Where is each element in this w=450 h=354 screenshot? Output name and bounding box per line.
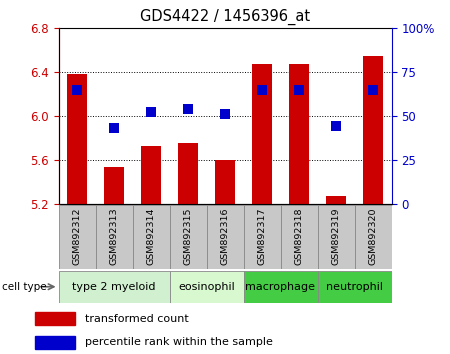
Point: [184, 106, 192, 112]
Bar: [243, 271, 318, 303]
Point: [258, 87, 265, 92]
Text: GSM892314: GSM892314: [147, 207, 156, 265]
Bar: [252, 64, 272, 204]
Bar: [170, 271, 243, 303]
Text: GDS4422 / 1456396_at: GDS4422 / 1456396_at: [140, 9, 310, 25]
Text: GSM892315: GSM892315: [184, 207, 193, 265]
Bar: [178, 143, 198, 204]
Text: GSM892320: GSM892320: [369, 207, 378, 265]
Bar: [35, 312, 75, 325]
Bar: [35, 336, 75, 349]
Bar: [280, 205, 318, 269]
Point: [110, 125, 117, 131]
Point: [148, 110, 155, 115]
Bar: [141, 145, 161, 204]
Bar: [170, 205, 207, 269]
Text: GSM892317: GSM892317: [257, 207, 266, 265]
Bar: [355, 205, 392, 269]
Bar: [215, 160, 235, 204]
Text: GSM892318: GSM892318: [294, 207, 303, 265]
Bar: [243, 205, 280, 269]
Bar: [132, 205, 170, 269]
Text: type 2 myeloid: type 2 myeloid: [72, 282, 156, 292]
Bar: [95, 205, 132, 269]
Bar: [207, 205, 243, 269]
Point: [295, 87, 302, 92]
Text: GSM892316: GSM892316: [220, 207, 230, 265]
Point: [369, 87, 377, 92]
Bar: [363, 56, 383, 204]
Point: [333, 124, 340, 129]
Text: transformed count: transformed count: [86, 314, 189, 324]
Bar: [58, 205, 95, 269]
Bar: [289, 64, 309, 204]
Text: macrophage: macrophage: [246, 282, 315, 292]
Text: eosinophil: eosinophil: [178, 282, 235, 292]
Bar: [326, 196, 346, 204]
Text: neutrophil: neutrophil: [326, 282, 383, 292]
Point: [73, 87, 81, 92]
Bar: [58, 271, 170, 303]
Bar: [67, 74, 87, 204]
Bar: [104, 167, 124, 204]
Text: cell type: cell type: [2, 282, 47, 292]
Text: GSM892312: GSM892312: [72, 207, 81, 265]
Bar: [318, 271, 392, 303]
Bar: [318, 205, 355, 269]
Point: [221, 112, 229, 117]
Text: percentile rank within the sample: percentile rank within the sample: [86, 337, 273, 348]
Text: GSM892319: GSM892319: [332, 207, 341, 265]
Text: GSM892313: GSM892313: [109, 207, 118, 265]
